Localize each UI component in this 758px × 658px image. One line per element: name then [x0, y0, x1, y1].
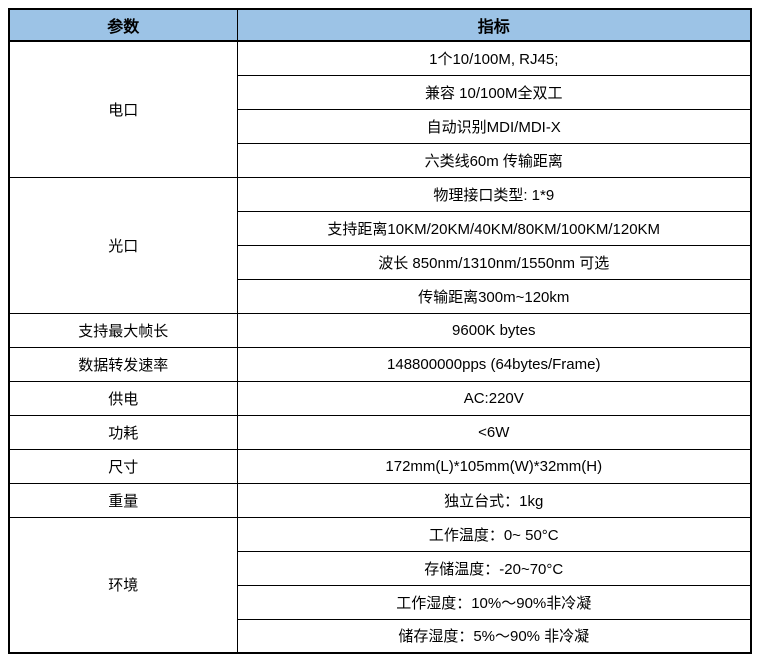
table-row: 光口 物理接口类型: 1*9 [8, 176, 752, 314]
table-row: 尺寸 172mm(L)*105mm(W)*32mm(H) [8, 448, 752, 484]
value-cell: 自动识别MDI/MDI-X [236, 108, 752, 144]
param-cell: 供电 [8, 380, 238, 416]
param-cell: 重量 [8, 482, 238, 518]
value-cell: 存储温度：-20~70°C [236, 550, 752, 586]
col-header-spec: 指标 [236, 8, 752, 42]
table-row: 重量 独立台式：1kg [8, 482, 752, 518]
param-cell: 支持最大帧长 [8, 312, 238, 348]
value-cell: 支持距离10KM/20KM/40KM/80KM/100KM/120KM [236, 210, 752, 246]
col-header-param: 参数 [8, 8, 238, 42]
value-cell: 六类线60m 传输距离 [236, 142, 752, 178]
table-row: 存储温度：-20~70°C [9, 550, 752, 586]
param-cell: 功耗 [8, 414, 238, 450]
table-row: 波长 850nm/1310nm/1550nm 可选 [9, 244, 752, 280]
value-cell: 1个10/100M, RJ45; [236, 40, 752, 76]
value-cell: 物理接口类型: 1*9 [236, 176, 752, 212]
param-cell: 数据转发速率 [8, 346, 238, 382]
value-cell: 波长 850nm/1310nm/1550nm 可选 [236, 244, 752, 280]
value-cell: 储存湿度：5%～90% 非冷凝 [236, 618, 752, 654]
table-row: 支持距离10KM/20KM/40KM/80KM/100KM/120KM [9, 210, 752, 246]
value-cell: 兼容 10/100M全双工 [236, 74, 752, 110]
table-row: 兼容 10/100M全双工 [9, 74, 752, 110]
table-row: 工作湿度：10%～90%非冷凝 [9, 584, 752, 620]
value-cell: 工作湿度：10%～90%非冷凝 [236, 584, 752, 620]
table-row: 支持最大帧长 9600K bytes [8, 312, 752, 348]
header-row: 参数 指标 [8, 8, 752, 42]
value-cell: 独立台式：1kg [236, 482, 752, 518]
value-cell: 9600K bytes [236, 312, 752, 348]
table-row: 传输距离300m~120km [9, 278, 752, 314]
table-row: 环境 工作温度：0~ 50°C [8, 516, 752, 654]
table-row: 数据转发速率 148800000pps (64bytes/Frame) [8, 346, 752, 382]
table-row: 供电 AC:220V [8, 380, 752, 416]
table-row: 功耗 <6W [8, 414, 752, 450]
value-cell: 传输距离300m~120km [236, 278, 752, 314]
spec-table: 参数 指标 电口 1个10/100M, RJ45; 兼容 10/100M全双工 自动识… [8, 8, 752, 654]
table-row: 自动识别MDI/MDI-X [9, 108, 752, 144]
value-cell: AC:220V [236, 380, 752, 416]
table-row: 储存湿度：5%～90% 非冷凝 [9, 618, 752, 654]
table-row: 电口 1个10/100M, RJ45; [8, 40, 752, 178]
param-cell: 尺寸 [8, 448, 238, 484]
spec-table-body: 电口 1个10/100M, RJ45; 兼容 10/100M全双工 自动识别MDI/M… [8, 40, 752, 654]
value-cell: 148800000pps (64bytes/Frame) [236, 346, 752, 382]
param-cell: 环境 [8, 516, 238, 654]
value-cell: 工作温度：0~ 50°C [236, 516, 752, 552]
value-cell: <6W [236, 414, 752, 450]
value-cell: 172mm(L)*105mm(W)*32mm(H) [236, 448, 752, 484]
param-cell: 光口 [8, 176, 238, 314]
param-cell: 电口 [8, 40, 238, 178]
